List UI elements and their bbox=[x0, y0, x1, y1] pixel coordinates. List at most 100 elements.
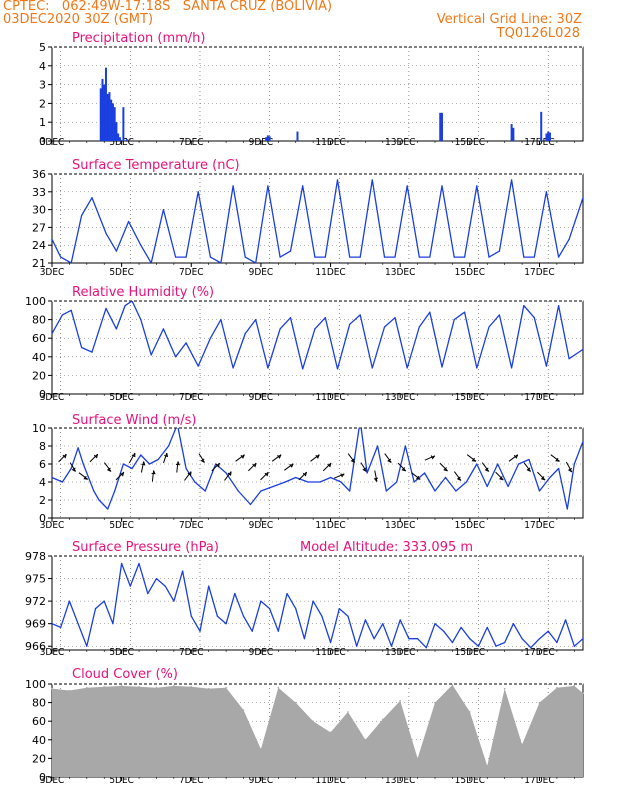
rh-ytick-label: 60 bbox=[32, 332, 46, 345]
temp-point bbox=[523, 256, 525, 258]
wind-point bbox=[486, 485, 488, 488]
pres-ytick-label: 972 bbox=[25, 595, 46, 608]
pres-point bbox=[512, 623, 514, 625]
rh-point bbox=[150, 354, 152, 356]
wind-point bbox=[157, 458, 159, 461]
cloud-point bbox=[451, 684, 454, 686]
cloud-point bbox=[469, 711, 471, 713]
temp-point bbox=[244, 256, 246, 258]
pres-point bbox=[556, 641, 558, 644]
temp-point bbox=[232, 185, 234, 187]
wind-arrowhead bbox=[264, 472, 269, 477]
pres-point bbox=[373, 638, 375, 640]
rh-point bbox=[406, 367, 408, 369]
rh-ytick-label: 100 bbox=[25, 295, 46, 308]
pres-point bbox=[460, 626, 462, 629]
wind-point bbox=[366, 472, 368, 474]
cloud-point bbox=[364, 739, 367, 741]
rh-frame bbox=[51, 300, 584, 395]
precip-ytick-label: 2 bbox=[39, 97, 46, 110]
pres-point bbox=[86, 645, 88, 647]
wind-point bbox=[114, 490, 116, 492]
cloud-point bbox=[399, 699, 401, 702]
wind-point bbox=[204, 490, 206, 492]
wind-point bbox=[376, 445, 379, 447]
vertical-grid-label: Vertical Grid Line: 30Z bbox=[436, 12, 582, 27]
cloud-xtick-label: 17DEC bbox=[524, 775, 554, 786]
wind-arrow bbox=[284, 463, 294, 471]
pres-xtick-label: 17DEC bbox=[524, 647, 554, 658]
temp-point bbox=[383, 256, 386, 258]
wind-point bbox=[194, 481, 196, 483]
rh-point bbox=[545, 365, 548, 367]
wind-arrowhead bbox=[555, 457, 560, 462]
rh-ytick-label: 40 bbox=[32, 351, 46, 364]
temp-ytick-label: 30 bbox=[32, 204, 46, 217]
precip-bar bbox=[122, 107, 125, 141]
temp-point bbox=[267, 185, 269, 187]
precip-bar bbox=[545, 133, 548, 141]
wind-arrowhead bbox=[164, 452, 169, 458]
wind-arrow bbox=[347, 453, 356, 463]
wind-arrow bbox=[466, 454, 477, 462]
wind-xtick-label: 5DEC bbox=[109, 520, 134, 531]
precip-ytick-label: 1 bbox=[39, 116, 46, 129]
temp-point bbox=[359, 256, 361, 258]
pres-point bbox=[225, 623, 227, 625]
wind-point bbox=[573, 463, 575, 465]
wind-arrow bbox=[298, 471, 307, 481]
pres-point bbox=[303, 638, 306, 640]
rh-point bbox=[91, 351, 93, 353]
wind-arrowhead bbox=[415, 475, 421, 480]
cloud-point bbox=[573, 685, 576, 687]
precip-bar bbox=[440, 112, 443, 141]
wind-arrowhead bbox=[373, 477, 379, 482]
pres-point bbox=[147, 593, 149, 595]
temp-ytick-label: 33 bbox=[32, 186, 46, 199]
wind-arrow bbox=[163, 452, 168, 464]
precip-title: Precipitation (mm/h) bbox=[72, 31, 205, 46]
temp-point bbox=[476, 185, 478, 187]
precip-ytick-label: 5 bbox=[39, 41, 46, 54]
wind-arrowhead bbox=[430, 455, 436, 460]
temp-point bbox=[150, 262, 152, 263]
pres-point bbox=[338, 608, 340, 610]
precip-bar bbox=[266, 135, 269, 141]
precip-bar bbox=[125, 139, 128, 141]
wind-point bbox=[98, 499, 100, 501]
pres-point bbox=[417, 638, 419, 640]
pres-point bbox=[451, 641, 454, 644]
pres-point bbox=[382, 623, 384, 625]
rh-point bbox=[464, 311, 466, 313]
wind-arrow bbox=[508, 454, 519, 462]
precip-bar bbox=[268, 136, 271, 141]
pres-point bbox=[347, 615, 349, 617]
wind-arrowhead bbox=[456, 476, 462, 481]
wind-arrow bbox=[224, 471, 232, 481]
wind-xtick-label: 17DEC bbox=[524, 520, 554, 531]
rh-point bbox=[52, 332, 53, 335]
wind-point bbox=[566, 508, 568, 510]
wind-point bbox=[215, 463, 217, 465]
wind-point bbox=[185, 467, 187, 470]
temp-point bbox=[464, 256, 466, 258]
pres-point bbox=[399, 619, 401, 621]
wind-point bbox=[329, 476, 332, 479]
rh-ytick-label: 80 bbox=[32, 314, 46, 327]
cloud-point bbox=[242, 709, 245, 711]
wind-arrow bbox=[397, 462, 407, 472]
wind-ytick-label: 2 bbox=[39, 494, 46, 507]
wind-point bbox=[272, 485, 274, 488]
wind-point bbox=[423, 472, 426, 474]
pres-point bbox=[443, 630, 445, 632]
rh-point bbox=[70, 309, 72, 311]
wind-arrow bbox=[89, 453, 98, 463]
wind-arrow bbox=[235, 454, 245, 462]
cloud-point bbox=[294, 701, 297, 704]
pres-point bbox=[277, 630, 279, 632]
temp-point bbox=[279, 256, 281, 258]
wind-point bbox=[225, 472, 227, 474]
temp-point bbox=[255, 262, 257, 263]
rh-point bbox=[255, 319, 257, 321]
